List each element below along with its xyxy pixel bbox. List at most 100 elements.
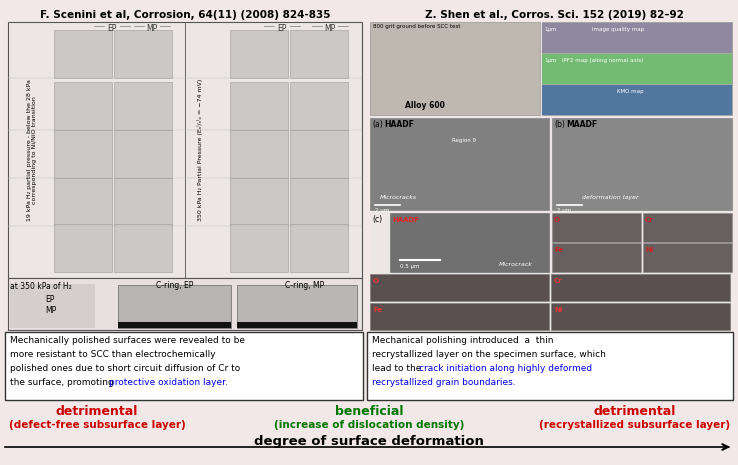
- Text: F. Scenini et al, Corrosion, 64(11) (2008) 824-835: F. Scenini et al, Corrosion, 64(11) (200…: [40, 10, 330, 20]
- Text: (defect-free subsurface layer): (defect-free subsurface layer): [9, 420, 185, 430]
- Bar: [54, 178, 112, 226]
- Text: Region 9: Region 9: [452, 138, 476, 143]
- Bar: [290, 224, 348, 272]
- Text: 0.5 μm: 0.5 μm: [400, 264, 419, 269]
- Bar: [10, 284, 95, 328]
- Text: HAADF: HAADF: [392, 217, 419, 223]
- Bar: [390, 213, 549, 272]
- Text: detrimental: detrimental: [594, 405, 676, 418]
- Text: at 350 kPa of H₂: at 350 kPa of H₂: [10, 282, 72, 291]
- Bar: [54, 130, 112, 178]
- Bar: [367, 332, 733, 400]
- Bar: [230, 30, 288, 78]
- Bar: [8, 22, 362, 278]
- Bar: [230, 178, 288, 226]
- Text: 2 μm: 2 μm: [557, 208, 571, 213]
- Bar: [370, 22, 732, 330]
- Text: the surface, promoting: the surface, promoting: [10, 378, 117, 387]
- Text: image quality map: image quality map: [592, 27, 644, 32]
- Bar: [114, 178, 172, 226]
- Bar: [118, 285, 231, 328]
- Text: recrystallized grain boundaries.: recrystallized grain boundaries.: [372, 378, 516, 387]
- Text: crack initiation along highly deformed: crack initiation along highly deformed: [419, 364, 592, 373]
- Bar: [370, 274, 549, 301]
- Bar: [5, 332, 363, 400]
- Bar: [643, 243, 732, 272]
- Text: Mechanically polished surfaces were revealed to be: Mechanically polished surfaces were reve…: [10, 336, 245, 345]
- Bar: [370, 303, 549, 330]
- Text: beneficial: beneficial: [335, 405, 403, 418]
- Bar: [114, 130, 172, 178]
- Text: 800 grit ground before SCC test: 800 grit ground before SCC test: [373, 24, 461, 29]
- Bar: [114, 224, 172, 272]
- Text: EP: EP: [45, 295, 55, 304]
- Text: Alloy 600: Alloy 600: [405, 101, 445, 110]
- Text: (b): (b): [554, 120, 565, 129]
- Text: 2 μm: 2 μm: [375, 208, 389, 213]
- Text: MAADF: MAADF: [566, 120, 597, 129]
- Bar: [551, 303, 730, 330]
- Bar: [237, 322, 357, 328]
- Text: O: O: [554, 217, 560, 223]
- Text: 350 kPa H₂ Partial Pressure (Eₙᴵ/ₙᴵₒ = −74 mV): 350 kPa H₂ Partial Pressure (Eₙᴵ/ₙᴵₒ = −…: [197, 79, 203, 221]
- Text: Ni: Ni: [554, 307, 562, 313]
- Text: 1μm: 1μm: [544, 58, 556, 63]
- Text: polished ones due to short circuit diffusion of Cr to: polished ones due to short circuit diffu…: [10, 364, 241, 373]
- Bar: [542, 54, 732, 84]
- Text: Ni: Ni: [645, 247, 653, 253]
- Text: detrimental: detrimental: [56, 405, 138, 418]
- Text: Fe: Fe: [554, 247, 563, 253]
- Text: Microcracks: Microcracks: [380, 195, 417, 200]
- Text: more resistant to SCC than electrochemically: more resistant to SCC than electrochemic…: [10, 350, 215, 359]
- Bar: [54, 30, 112, 78]
- Text: 19 kPa H₂ partial pressure - below the 28 kPa
corresponding to Ni/NiO transition: 19 kPa H₂ partial pressure - below the 2…: [27, 79, 38, 221]
- Bar: [643, 213, 732, 242]
- Bar: [54, 82, 112, 130]
- Bar: [290, 82, 348, 130]
- Text: Cr: Cr: [554, 278, 562, 284]
- Bar: [552, 243, 641, 272]
- Text: 1μm: 1μm: [544, 27, 556, 32]
- Bar: [118, 322, 231, 328]
- Bar: [114, 82, 172, 130]
- Text: Z. Shen et al., Corros. Sci. 152 (2019) 82–92: Z. Shen et al., Corros. Sci. 152 (2019) …: [424, 10, 683, 20]
- Bar: [370, 22, 540, 115]
- Text: C-ring, EP: C-ring, EP: [156, 281, 193, 290]
- Text: EP: EP: [277, 24, 286, 33]
- Text: MP: MP: [325, 24, 336, 33]
- Bar: [54, 224, 112, 272]
- Text: (c): (c): [372, 215, 382, 224]
- Text: Mechanical polishing introduced  a  thin: Mechanical polishing introduced a thin: [372, 336, 554, 345]
- Bar: [114, 30, 172, 78]
- Text: Fe: Fe: [373, 307, 382, 313]
- Bar: [290, 30, 348, 78]
- Text: IPF2 map (along normal axis): IPF2 map (along normal axis): [562, 58, 644, 63]
- Bar: [230, 82, 288, 130]
- Text: lead to the: lead to the: [372, 364, 424, 373]
- Text: KMO map: KMO map: [617, 89, 644, 94]
- Bar: [290, 178, 348, 226]
- Text: MP: MP: [45, 306, 56, 315]
- Text: deformation layer: deformation layer: [582, 195, 638, 200]
- Text: Cr: Cr: [645, 217, 654, 223]
- Text: C-ring, MP: C-ring, MP: [286, 281, 325, 290]
- Text: (recrystallized subsurface layer): (recrystallized subsurface layer): [539, 420, 731, 430]
- Bar: [230, 130, 288, 178]
- Bar: [552, 118, 732, 210]
- Bar: [542, 85, 732, 115]
- Text: protective oxidation layer.: protective oxidation layer.: [109, 378, 228, 387]
- Bar: [542, 22, 732, 115]
- Text: degree of surface deformation: degree of surface deformation: [254, 435, 484, 448]
- Text: MP: MP: [146, 24, 158, 33]
- Bar: [551, 274, 730, 301]
- Bar: [237, 285, 357, 328]
- Bar: [230, 224, 288, 272]
- Text: Microcrack: Microcrack: [499, 262, 533, 267]
- Text: (increase of dislocation density): (increase of dislocation density): [274, 420, 464, 430]
- Bar: [552, 213, 641, 242]
- Bar: [8, 278, 362, 330]
- Bar: [542, 23, 732, 53]
- Text: (a): (a): [372, 120, 383, 129]
- Text: O: O: [373, 278, 379, 284]
- Bar: [370, 118, 549, 210]
